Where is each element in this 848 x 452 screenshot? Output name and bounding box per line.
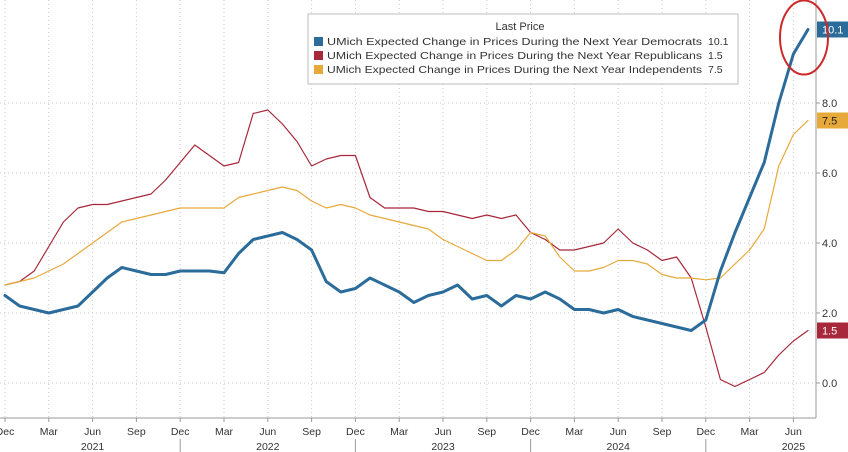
x-tick-label: Mar — [40, 426, 59, 438]
x-tick-label: Sep — [302, 426, 321, 438]
legend-box — [307, 13, 739, 85]
y-tick-label: 0.0 — [822, 378, 837, 390]
legend-header: Last Price — [496, 21, 545, 33]
x-tick-label: Mar — [565, 426, 584, 438]
x-tick-label: Sep — [653, 426, 672, 438]
legend-value: 1.5 — [708, 50, 723, 62]
x-tick-label: Jun — [785, 426, 802, 438]
y-tick-label: 6.0 — [822, 168, 837, 180]
legend: Last Price UMich Expected Change in Price… — [307, 13, 739, 85]
x-tick-label: Jun — [259, 426, 276, 438]
last-value-tag — [817, 112, 848, 129]
x-tick-label: Sep — [127, 426, 146, 438]
last-value-label: 7.5 — [822, 116, 837, 128]
last-value-tag — [817, 322, 848, 339]
legend-swatch — [314, 37, 323, 46]
x-year-label: 2025 — [782, 441, 806, 452]
x-tick-label: Jun — [610, 426, 627, 438]
x-tick-label: Mar — [215, 426, 234, 438]
x-year-label: 2024 — [607, 441, 631, 452]
last-value-tag — [817, 21, 848, 38]
legend-swatch — [314, 51, 323, 60]
y-tick-label: 8.0 — [822, 98, 837, 110]
x-year-label: 2022 — [256, 441, 280, 452]
legend-value: 10.1 — [708, 36, 729, 48]
x-tick-label: Mar — [390, 426, 409, 438]
y-tick-label: 4.0 — [822, 238, 837, 250]
legend-label: UMich Expected Change in Prices During t… — [327, 50, 702, 62]
y-tick-label: 2.0 — [822, 308, 837, 320]
x-year-label: 2023 — [431, 441, 455, 452]
last-value-label: 1.5 — [822, 326, 837, 338]
series-line-0 — [3, 28, 810, 332]
legend-label: UMich Expected Change in Prices During t… — [327, 36, 702, 48]
x-year-label: 2021 — [81, 441, 105, 452]
last-value-label: 10.1 — [822, 25, 843, 37]
x-tick-label: Jun — [84, 426, 101, 438]
x-tick-label: Dec — [346, 426, 365, 438]
x-tick-label: Dec — [521, 426, 540, 438]
highlight-ellipse — [779, 0, 829, 76]
legend-swatch — [314, 65, 323, 74]
legend-value: 7.5 — [708, 64, 723, 76]
x-tick-label: Mar — [741, 426, 760, 438]
x-tick-label: Dec — [696, 426, 715, 438]
legend-label: UMich Expected Change in Prices During t… — [327, 64, 702, 76]
x-tick-label: Sep — [477, 426, 496, 438]
x-tick-label: Dec — [0, 426, 14, 438]
x-tick-label: Jun — [435, 426, 452, 438]
x-tick-label: Dec — [171, 426, 190, 438]
series-line-1 — [4, 109, 809, 388]
series-line-2 — [4, 119, 809, 286]
